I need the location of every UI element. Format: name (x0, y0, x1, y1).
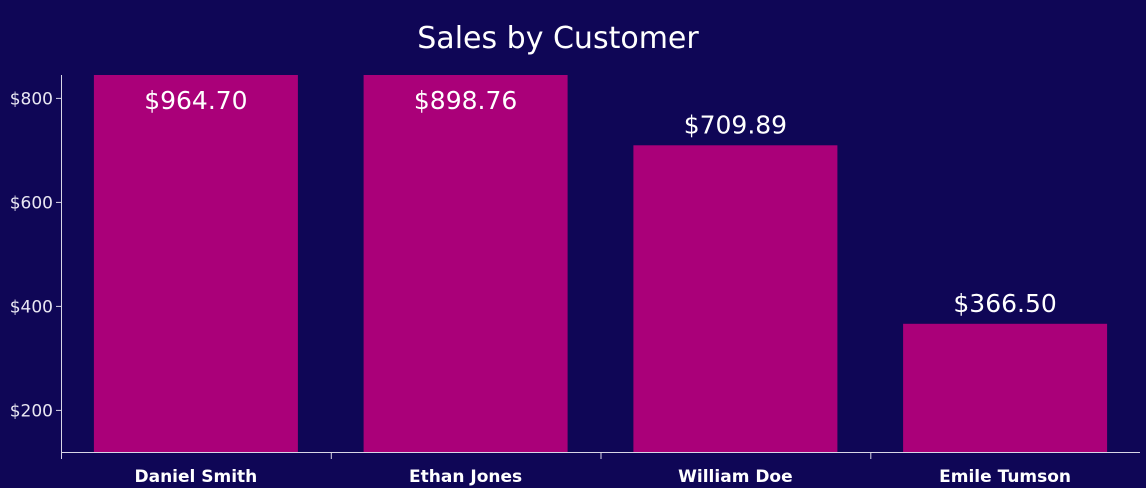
bar-william-doe (633, 145, 838, 453)
data-labels-group: $964.70 $898.76 $709.89 $366.50 (144, 86, 1057, 318)
data-label: $964.70 (144, 86, 247, 115)
bars-group (93, 75, 1108, 453)
x-tick-label: Emile Tumson (939, 467, 1071, 487)
y-tick-label: $800 (10, 89, 53, 109)
x-ticks-group: Daniel Smith Ethan Jones William Doe Emile … (61, 452, 1071, 487)
data-label: $366.50 (953, 289, 1056, 318)
data-label: $709.89 (684, 110, 787, 139)
bar-emile-tumson (903, 323, 1108, 452)
y-tick-label: $600 (10, 193, 53, 213)
y-ticks-group: $200 $400 $600 $800 (10, 89, 61, 421)
y-tick-label: $400 (10, 297, 53, 317)
x-tick-label: Daniel Smith (134, 467, 257, 487)
y-tick-label: $200 (10, 401, 53, 421)
bar-daniel-smith (93, 75, 298, 452)
chart-title: Sales by Customer (417, 21, 699, 56)
bar-ethan-jones (363, 75, 568, 452)
x-tick-label: William Doe (678, 467, 792, 487)
data-label: $898.76 (414, 86, 517, 115)
x-tick-label: Ethan Jones (409, 467, 522, 487)
